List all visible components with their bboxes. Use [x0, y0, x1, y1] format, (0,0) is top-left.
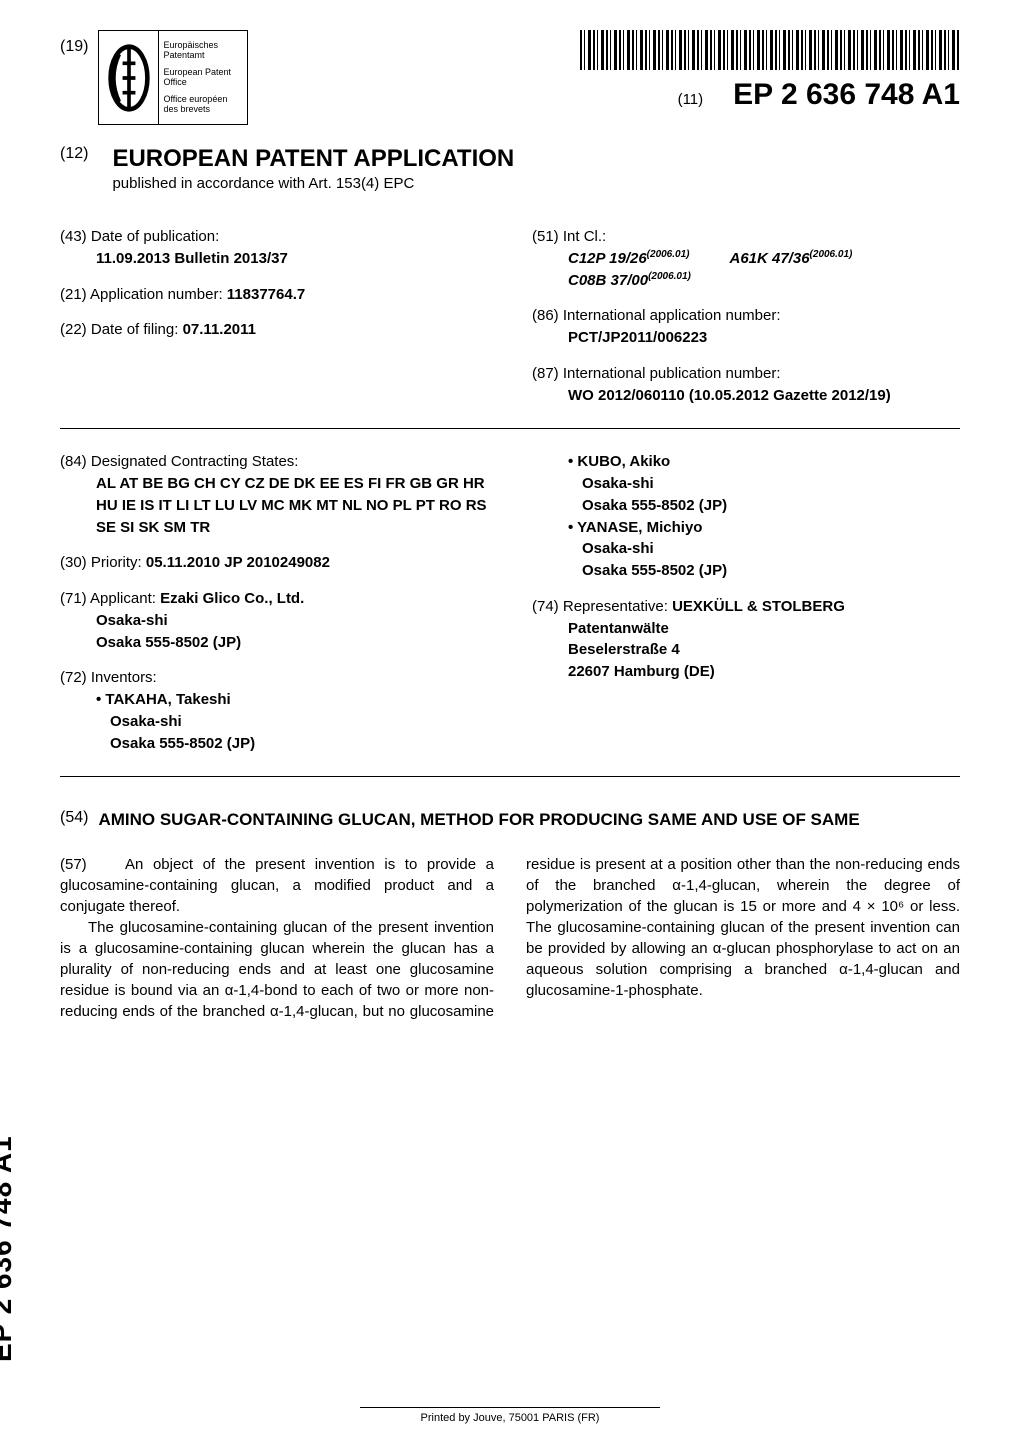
field-74-label: Representative: — [563, 598, 668, 615]
field-22-value: 07.11.2011 — [183, 321, 256, 338]
ipc-1: A61K 47/36(2006.01) — [729, 248, 852, 270]
application-title: EUROPEAN PATENT APPLICATION — [112, 145, 514, 173]
field-51-label: Int Cl.: — [563, 228, 606, 245]
epo-logo-box: Europäisches Patentamt European Patent O… — [98, 30, 248, 125]
abstract-p1: An object of the present invention is to… — [60, 856, 494, 915]
invention-title: AMINO SUGAR-CONTAINING GLUCAN, METHOD FO… — [98, 809, 859, 832]
field-71-addr2: Osaka 555-8502 (JP) — [96, 634, 241, 651]
publication-number: EP 2 636 748 A1 — [733, 78, 960, 112]
side-publication-number: EP 2 636 748 A1 — [0, 1135, 18, 1362]
field-86-num: (86) — [532, 307, 559, 324]
field-74-line2: Patentanwälte — [568, 620, 669, 637]
field-19: (19) — [60, 38, 88, 56]
logo-label-en: European Patent Office — [163, 68, 243, 88]
field-86-label: International application number: — [563, 307, 781, 324]
ipc-0: C12P 19/26(2006.01) — [568, 248, 689, 270]
inventor-right-0-addr1: Osaka-shi — [582, 473, 960, 495]
field-21-value: 11837764.7 — [227, 286, 305, 303]
field-21-label: Application number: — [90, 286, 223, 303]
field-12: (12) — [60, 145, 88, 163]
footer-text: Printed by Jouve, 75001 PARIS (FR) — [421, 1412, 600, 1424]
field-84-value: AL AT BE BG CH CY CZ DE DK EE ES FI FR G… — [96, 473, 488, 538]
field-72-label: Inventors: — [91, 669, 157, 686]
inventor-left-0-addr1: Osaka-shi — [110, 711, 488, 733]
field-11: (11) — [678, 91, 704, 108]
logo-label-fr: Office européen des brevets — [163, 95, 243, 115]
inventor-right-1-addr1: Osaka-shi — [582, 538, 960, 560]
field-74-line3: Beselerstraße 4 — [568, 641, 680, 658]
field-43-value: 11.09.2013 Bulletin 2013/37 — [96, 250, 288, 267]
field-22-label: Date of filing: — [91, 321, 179, 338]
field-51-num: (51) — [532, 228, 559, 245]
field-87-value: WO 2012/060110 (10.05.2012 Gazette 2012/… — [568, 387, 891, 404]
field-84-label: Designated Contracting States: — [91, 453, 299, 470]
field-21-num: (21) — [60, 286, 87, 303]
field-86-value: PCT/JP2011/006223 — [568, 329, 707, 346]
field-71-num: (71) — [60, 590, 87, 607]
field-43-num: (43) — [60, 228, 87, 245]
inventor-left-0-addr2: Osaka 555-8502 (JP) — [110, 733, 488, 755]
field-30-label: Priority: — [91, 554, 142, 571]
field-71-label: Applicant: — [90, 590, 156, 607]
inventor-right-0-addr2: Osaka 555-8502 (JP) — [582, 495, 960, 517]
field-72-num: (72) — [60, 669, 87, 686]
logo-label-de: Europäisches Patentamt — [163, 41, 243, 61]
field-54: (54) — [60, 809, 88, 832]
inventor-right-1-addr2: Osaka 555-8502 (JP) — [582, 560, 960, 582]
inventor-right-0-name: KUBO, Akiko — [568, 451, 960, 473]
field-87-num: (87) — [532, 365, 559, 382]
barcode — [580, 30, 960, 70]
field-87-label: International publication number: — [563, 365, 781, 382]
abstract: (57) An object of the present invention … — [60, 854, 960, 1022]
field-30-num: (30) — [60, 554, 87, 571]
field-71-addr1: Osaka-shi — [96, 612, 168, 629]
inventor-left-0-name: TAKAHA, Takeshi — [96, 689, 488, 711]
footer: Printed by Jouve, 75001 PARIS (FR) — [0, 1407, 1020, 1424]
inventor-right-1-name: YANASE, Michiyo — [568, 517, 960, 539]
field-84-num: (84) — [60, 453, 87, 470]
field-57: (57) — [60, 856, 87, 873]
field-74-line4: 22607 Hamburg (DE) — [568, 663, 715, 680]
field-43-label: Date of publication: — [91, 228, 219, 245]
epo-logo-icon — [99, 31, 159, 124]
field-74-num: (74) — [532, 598, 559, 615]
ipc-2: C08B 37/00(2006.01) — [568, 270, 691, 292]
application-subtitle: published in accordance with Art. 153(4)… — [112, 175, 514, 192]
field-71-name: Ezaki Glico Co., Ltd. — [160, 590, 304, 607]
field-22-num: (22) — [60, 321, 87, 338]
field-30-value: 05.11.2010 JP 2010249082 — [146, 554, 330, 571]
field-74-name: UEXKÜLL & STOLBERG — [672, 598, 845, 615]
